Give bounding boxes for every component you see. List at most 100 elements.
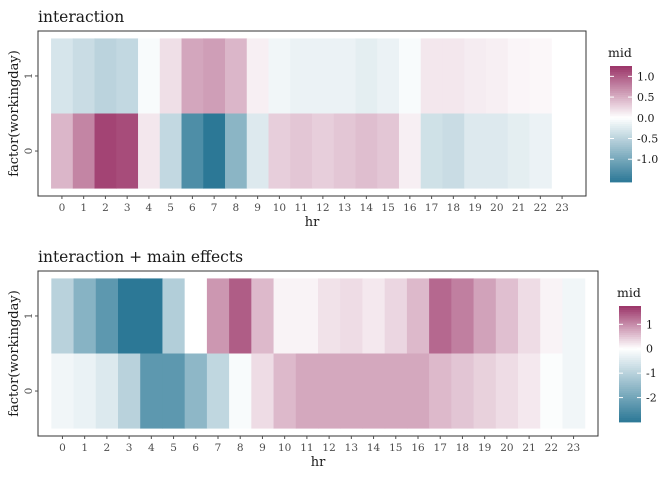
legend-gradient-step	[619, 340, 641, 344]
legend-gradient-step	[619, 385, 641, 388]
legend-gradient-step	[610, 168, 632, 171]
heatmap-tile	[229, 278, 252, 354]
heatmap-tile	[362, 278, 386, 354]
heatmap-tile	[318, 278, 341, 354]
heatmap-tile	[273, 278, 297, 354]
heatmap-tile	[268, 38, 291, 114]
x-tick-label: 20	[500, 442, 513, 454]
x-tick-label: 15	[389, 442, 402, 454]
heatmap-tile	[138, 38, 161, 114]
y-tick-label: 1	[23, 313, 35, 320]
heatmap-tile	[72, 38, 96, 114]
heatmap-tile	[562, 278, 586, 354]
heatmap-tile	[406, 353, 430, 429]
x-tick-label: 9	[259, 442, 266, 454]
legend-gradient-step	[619, 379, 641, 382]
legend: mid 1.0 0.5 0.0 -0.5 -1.0	[608, 45, 658, 183]
heatmap-tile	[184, 278, 208, 354]
legend-tick-label: 1	[646, 318, 653, 331]
legend-gradient-step	[619, 391, 641, 394]
heatmap-tile	[442, 113, 465, 189]
heatmap-tile	[312, 38, 335, 114]
legend-gradient-step	[619, 352, 641, 355]
heatmap-tile	[355, 113, 378, 189]
x-tick-label: 17	[434, 442, 447, 454]
heatmap-tile	[362, 353, 386, 429]
x-tick-label: 15	[381, 202, 394, 214]
chart-title: interaction + main effects	[38, 248, 243, 266]
heatmap-tile	[473, 353, 497, 429]
legend-gradient-step	[610, 122, 632, 125]
heatmap-tile	[429, 353, 452, 429]
x-tick-label: 12	[322, 442, 335, 454]
x-tick-label: 8	[237, 442, 244, 454]
heatmap-tile	[540, 278, 564, 354]
legend-gradient-step	[610, 135, 632, 138]
heatmap-tile	[333, 113, 357, 189]
heatmap-tile	[355, 38, 378, 114]
heatmap-tile	[206, 278, 230, 354]
legend-title: mid	[617, 285, 641, 300]
x-tick-label: 1	[80, 202, 87, 214]
legend-gradient-step	[619, 346, 641, 349]
x-tick-label: 3	[126, 442, 133, 454]
legend-gradient-step	[619, 408, 641, 411]
legend-gradient-step	[610, 114, 632, 117]
legend-gradient-step	[610, 77, 632, 80]
heatmap-tile	[473, 278, 497, 354]
legend-gradient-step	[610, 133, 632, 136]
legend-gradient-step	[610, 104, 632, 107]
x-tick-label: 18	[447, 202, 460, 214]
heatmap-tile	[181, 38, 204, 114]
heatmap-tile	[420, 113, 444, 189]
legend-gradient-step	[610, 176, 632, 179]
legend-gradient-step	[619, 375, 641, 378]
legend-gradient-step	[610, 164, 632, 167]
x-tick-label: 17	[425, 202, 438, 214]
heatmap-tile	[162, 278, 186, 354]
legend-gradient-step	[610, 116, 632, 119]
heatmap-tile	[406, 278, 430, 354]
legend-gradient-step	[619, 356, 641, 359]
legend-gradient-step	[610, 83, 632, 86]
heatmap-tile	[229, 353, 252, 429]
legend-gradient-step	[610, 69, 632, 73]
y-axis-title: factor(workingday)	[7, 290, 22, 417]
x-tick-label: 23	[555, 202, 568, 214]
legend-gradient-step	[619, 350, 641, 353]
x-tick-label: 1	[81, 442, 88, 454]
legend-gradient-step	[619, 394, 641, 398]
legend-gradient-step	[610, 149, 632, 152]
heatmap-tile	[162, 353, 186, 429]
legend-gradient-step	[619, 381, 641, 384]
legend-gradient-step	[610, 110, 632, 113]
heatmap-tile	[94, 38, 117, 114]
legend-gradient-step	[610, 93, 632, 96]
legend-gradient-step	[619, 358, 641, 361]
legend-gradient-step	[619, 325, 641, 328]
heatmap-tile	[51, 38, 74, 114]
legend-gradient-step	[610, 141, 632, 144]
legend-gradient-step	[619, 319, 641, 322]
legend-gradient-step	[610, 154, 632, 158]
heatmap-tile	[246, 38, 270, 114]
legend-gradient-step	[610, 75, 632, 78]
heatmap-tile	[442, 38, 465, 114]
x-tick-label: 23	[567, 442, 580, 454]
legend-gradient-step	[610, 127, 632, 131]
y-axis-title: factor(workingday)	[7, 50, 22, 177]
heatmap-tile	[451, 353, 475, 429]
heatmap-tile	[95, 353, 119, 429]
heatmap-tile	[398, 38, 422, 114]
legend-gradient-step	[619, 383, 641, 386]
legend-gradient-step	[619, 402, 641, 405]
legend-gradient-step	[610, 96, 632, 100]
legend-gradient-step	[619, 323, 641, 326]
legend-gradient-step	[619, 393, 641, 396]
legend-gradient-step	[619, 418, 641, 421]
plot-border	[37, 30, 587, 197]
legend-gradient-step	[610, 145, 632, 148]
heatmap-tile	[290, 38, 313, 114]
